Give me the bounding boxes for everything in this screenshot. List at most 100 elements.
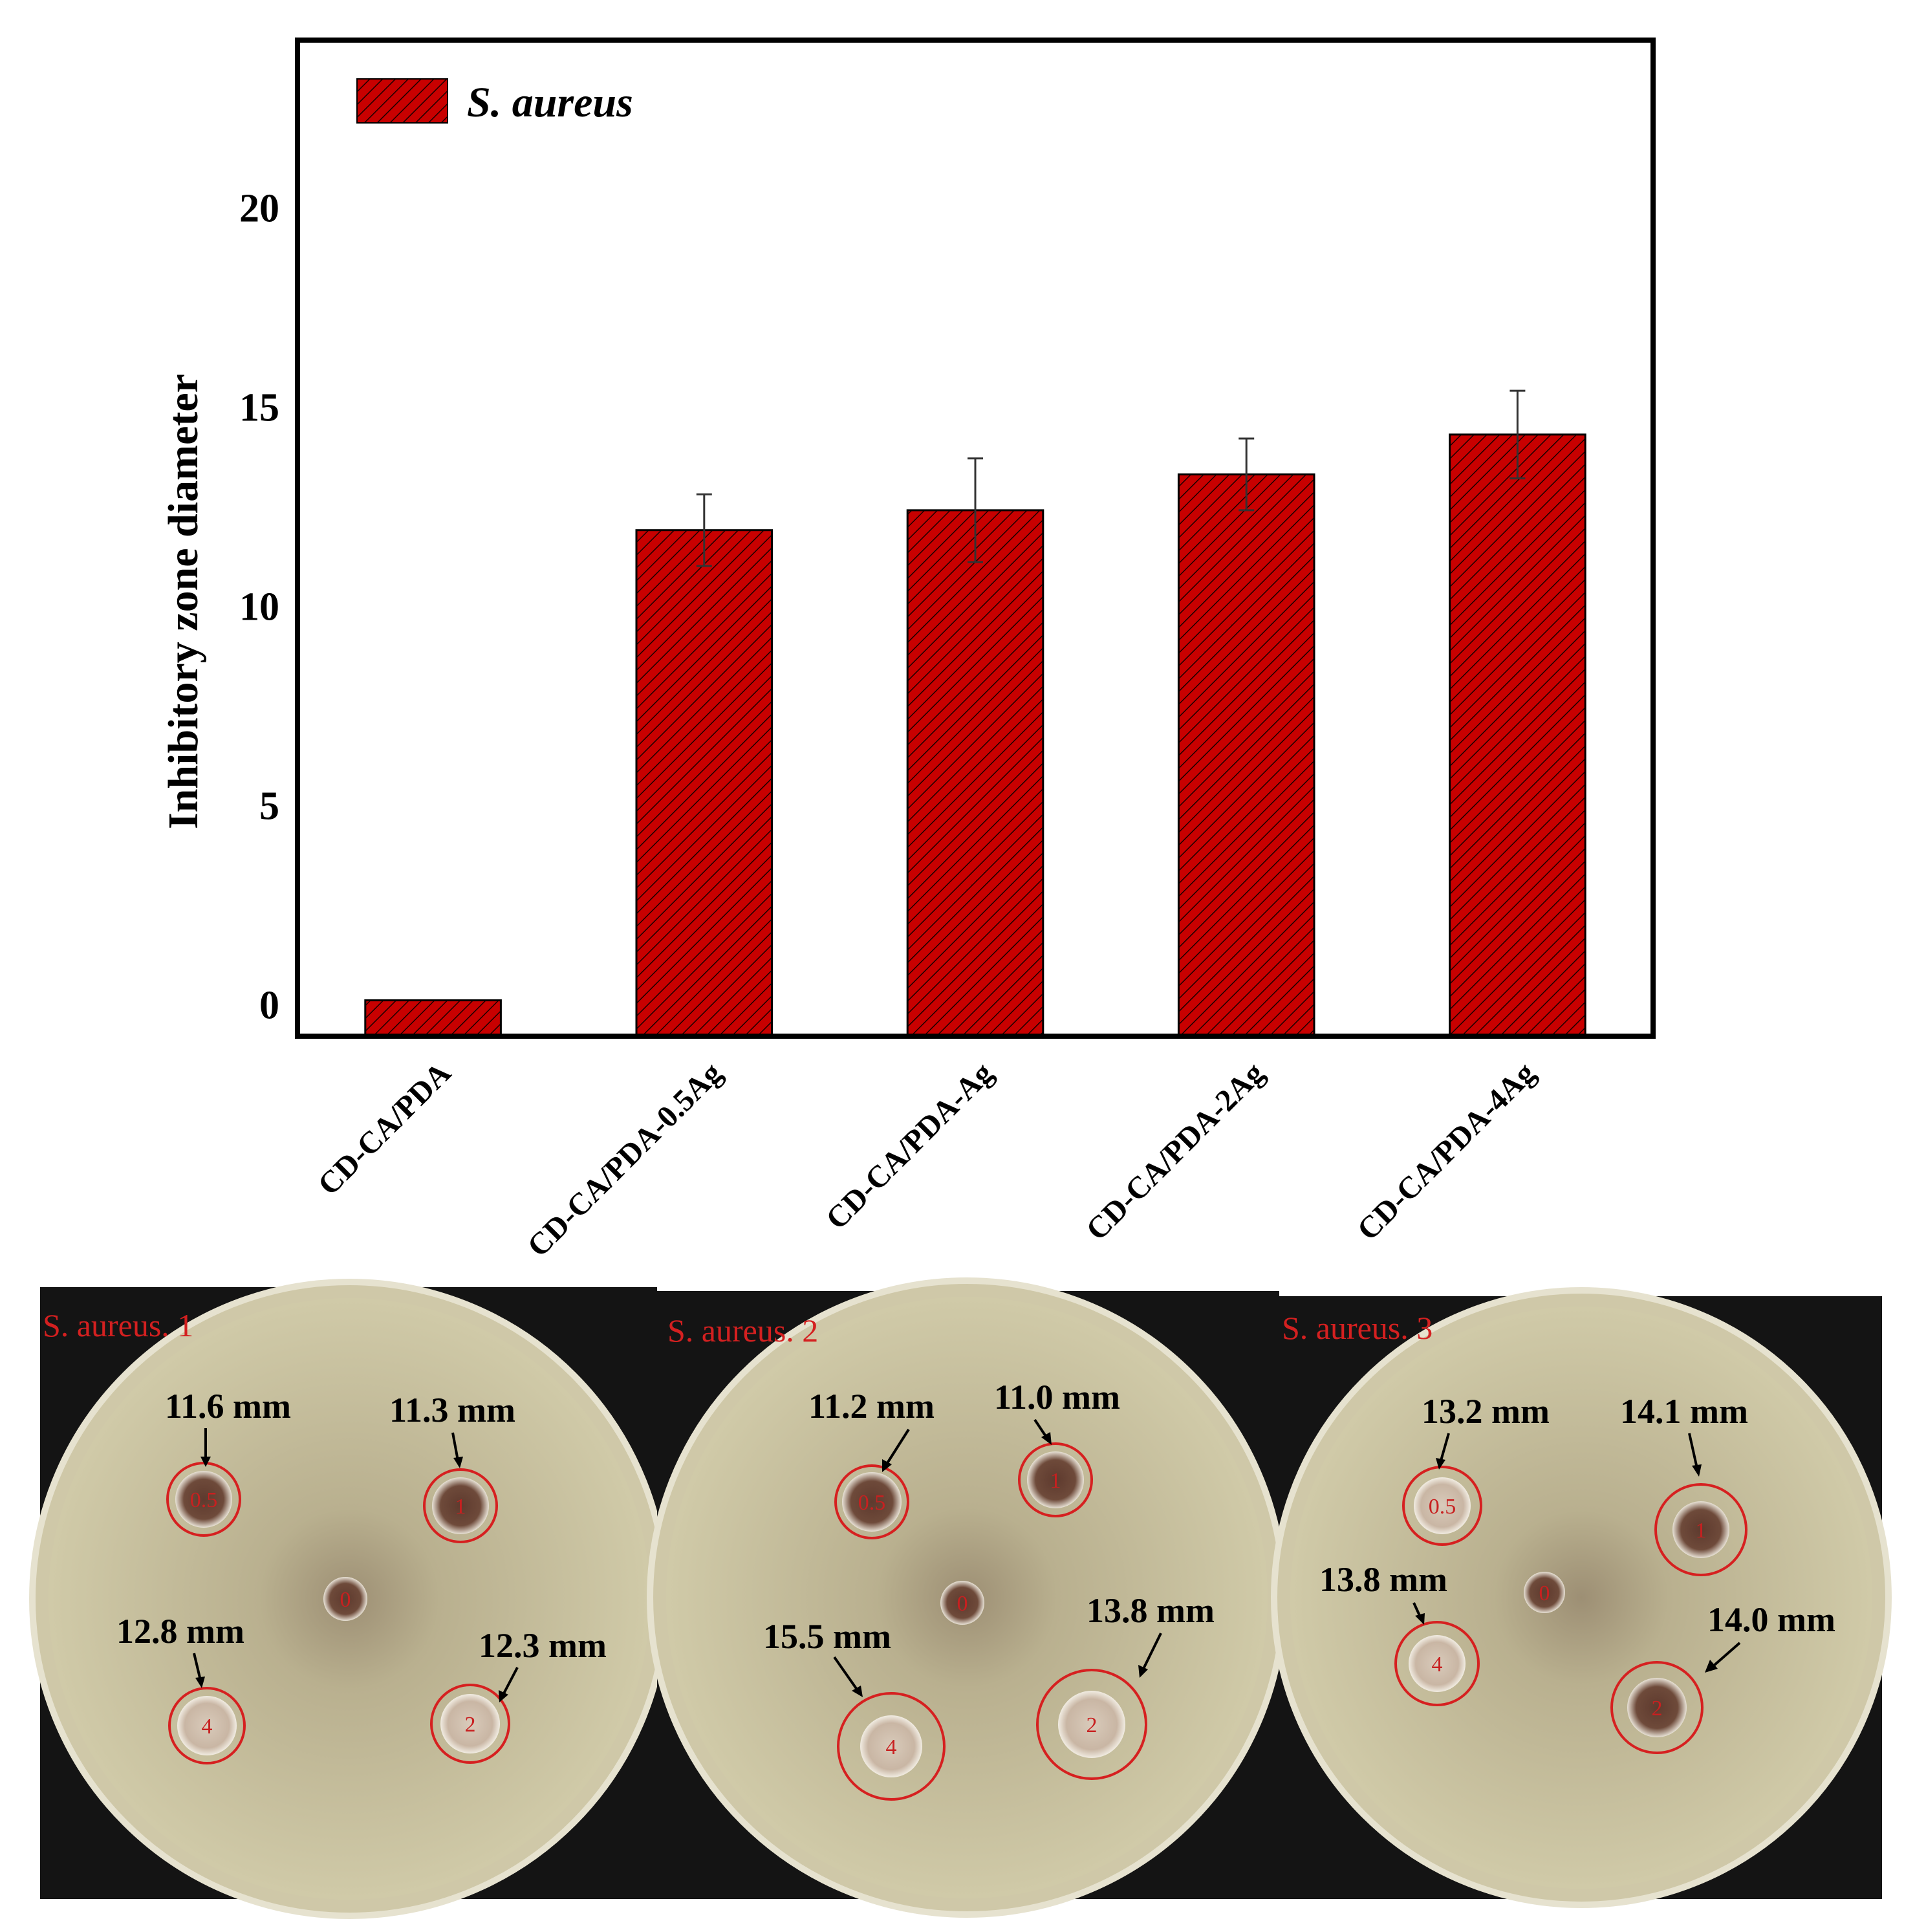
zone-circle (1036, 1669, 1147, 1780)
agar-surface (1290, 1307, 1872, 1889)
zone-measurement-label: 14.1 mm (1620, 1392, 1748, 1431)
sample-disk (1672, 1501, 1729, 1558)
sample-disk (177, 1696, 237, 1755)
arrow-head (200, 1457, 211, 1467)
zone-measurement-label: 15.5 mm (763, 1617, 891, 1656)
error-bar-4 (1239, 437, 1255, 512)
plate-title: S. aureus. 3 (1282, 1310, 1433, 1346)
zone-measurement-label: 13.8 mm (1087, 1591, 1215, 1630)
disk-label: 2 (1087, 1713, 1098, 1737)
disk-label: 1 (1696, 1519, 1707, 1543)
disk-label: 0.5 (858, 1491, 886, 1515)
zone-measurement-label: 14.0 mm (1707, 1600, 1835, 1639)
zone-circle (1018, 1442, 1093, 1517)
y-tick-label: 0 (259, 984, 279, 1028)
zone-measurement-label: 13.2 mm (1422, 1392, 1550, 1431)
disk-label: 0.5 (190, 1488, 218, 1512)
arrow-head (1138, 1665, 1148, 1678)
arrow (1142, 1633, 1162, 1669)
disk-label: 4 (1432, 1653, 1443, 1677)
sample-disk (1414, 1477, 1471, 1534)
zone-measurement-label: 11.2 mm (808, 1387, 935, 1426)
arrow-head (453, 1457, 463, 1468)
y-axis-title: Inhibitory zone diameter (160, 374, 207, 829)
arrow (1688, 1433, 1698, 1469)
y-tick-label: 20 (239, 187, 279, 231)
arrow-head (852, 1686, 863, 1697)
zone-measurement-label: 13.8 mm (1319, 1560, 1447, 1599)
y-tick-label: 10 (239, 585, 279, 629)
zone-measurement-label: 11.3 mm (389, 1391, 515, 1429)
arrow-head (499, 1690, 508, 1702)
disk-label: 1 (1050, 1469, 1061, 1493)
zone-measurement-label: 11.0 mm (994, 1378, 1120, 1416)
sample-disk (1027, 1451, 1084, 1508)
error-bar-5 (1509, 389, 1526, 480)
arrow-head (1692, 1464, 1702, 1477)
arrow (451, 1432, 459, 1461)
zone-circle (1654, 1483, 1747, 1576)
sample-disk (1409, 1635, 1466, 1692)
arrow (1713, 1642, 1741, 1667)
zone-measurement-label: 12.3 mm (479, 1626, 607, 1665)
sample-disk (1058, 1691, 1125, 1758)
error-bar-3 (968, 457, 983, 563)
zone-circle (1394, 1621, 1480, 1706)
sample-disk (323, 1577, 367, 1621)
bar-5 (1449, 433, 1586, 1037)
disk-label: 2 (1652, 1697, 1663, 1720)
sample-disk (842, 1472, 902, 1532)
bar-4 (1177, 473, 1315, 1037)
y-tick-label: 5 (259, 785, 279, 829)
arrow-head (1705, 1660, 1718, 1673)
arrow (1033, 1418, 1048, 1438)
bar-2 (635, 529, 774, 1037)
zone-circle (834, 1464, 909, 1539)
disk-label: 2 (465, 1713, 476, 1737)
arrow-head (1041, 1432, 1052, 1445)
plate-title: S. aureus. 1 (43, 1307, 193, 1343)
zone-circle (837, 1692, 946, 1801)
plate-photo-1: S. aureus. 1 0.5 11.6 mm 1 11.3 mm 0 4 1… (29, 1279, 669, 1919)
arrow-head (195, 1677, 205, 1688)
plate-title: S. aureus. 2 (667, 1312, 818, 1349)
zone-circle (1402, 1466, 1482, 1546)
disk-label: 4 (886, 1735, 897, 1759)
arrow-head (1436, 1458, 1445, 1470)
plot-frame (295, 38, 1656, 1039)
arrow (193, 1653, 202, 1681)
disk-label: 0 (1539, 1581, 1550, 1605)
arrow-head (882, 1459, 892, 1472)
disk-label: 1 (455, 1495, 466, 1519)
zone-circle (1610, 1661, 1704, 1754)
sample-disk (860, 1715, 922, 1777)
zone-measurement-label: 11.6 mm (165, 1387, 291, 1426)
legend-label: S. aureus (467, 79, 633, 126)
sample-disk (1627, 1678, 1687, 1737)
zone-circle (430, 1684, 510, 1764)
disk-label: 0 (957, 1592, 968, 1616)
arrow (833, 1656, 858, 1691)
plate-photo-2: S. aureus. 2 0.5 11.2 mm 1 11.0 mm 0 4 1… (647, 1277, 1287, 1918)
zone-circle (168, 1687, 246, 1764)
arrow (1440, 1433, 1450, 1461)
legend-swatch (356, 78, 448, 124)
error-bars-layer (696, 389, 1526, 567)
y-ticks-layer: 0 5 10 15 20 (239, 187, 279, 1028)
legend: S. aureus (356, 78, 633, 126)
sample-disk (1524, 1572, 1565, 1613)
disk-label: 4 (202, 1715, 213, 1739)
sample-disk (175, 1471, 232, 1528)
arrow (886, 1428, 910, 1464)
zone-measurement-label: 12.8 mm (116, 1612, 244, 1651)
y-tick-label: 15 (239, 386, 279, 430)
arrow (502, 1667, 519, 1695)
sample-disk (432, 1477, 489, 1534)
error-bar-2 (696, 493, 712, 567)
sample-disk (440, 1694, 500, 1753)
arrow-head (1415, 1613, 1425, 1625)
disk-label: 0 (340, 1588, 351, 1612)
zone-circle (423, 1468, 498, 1543)
